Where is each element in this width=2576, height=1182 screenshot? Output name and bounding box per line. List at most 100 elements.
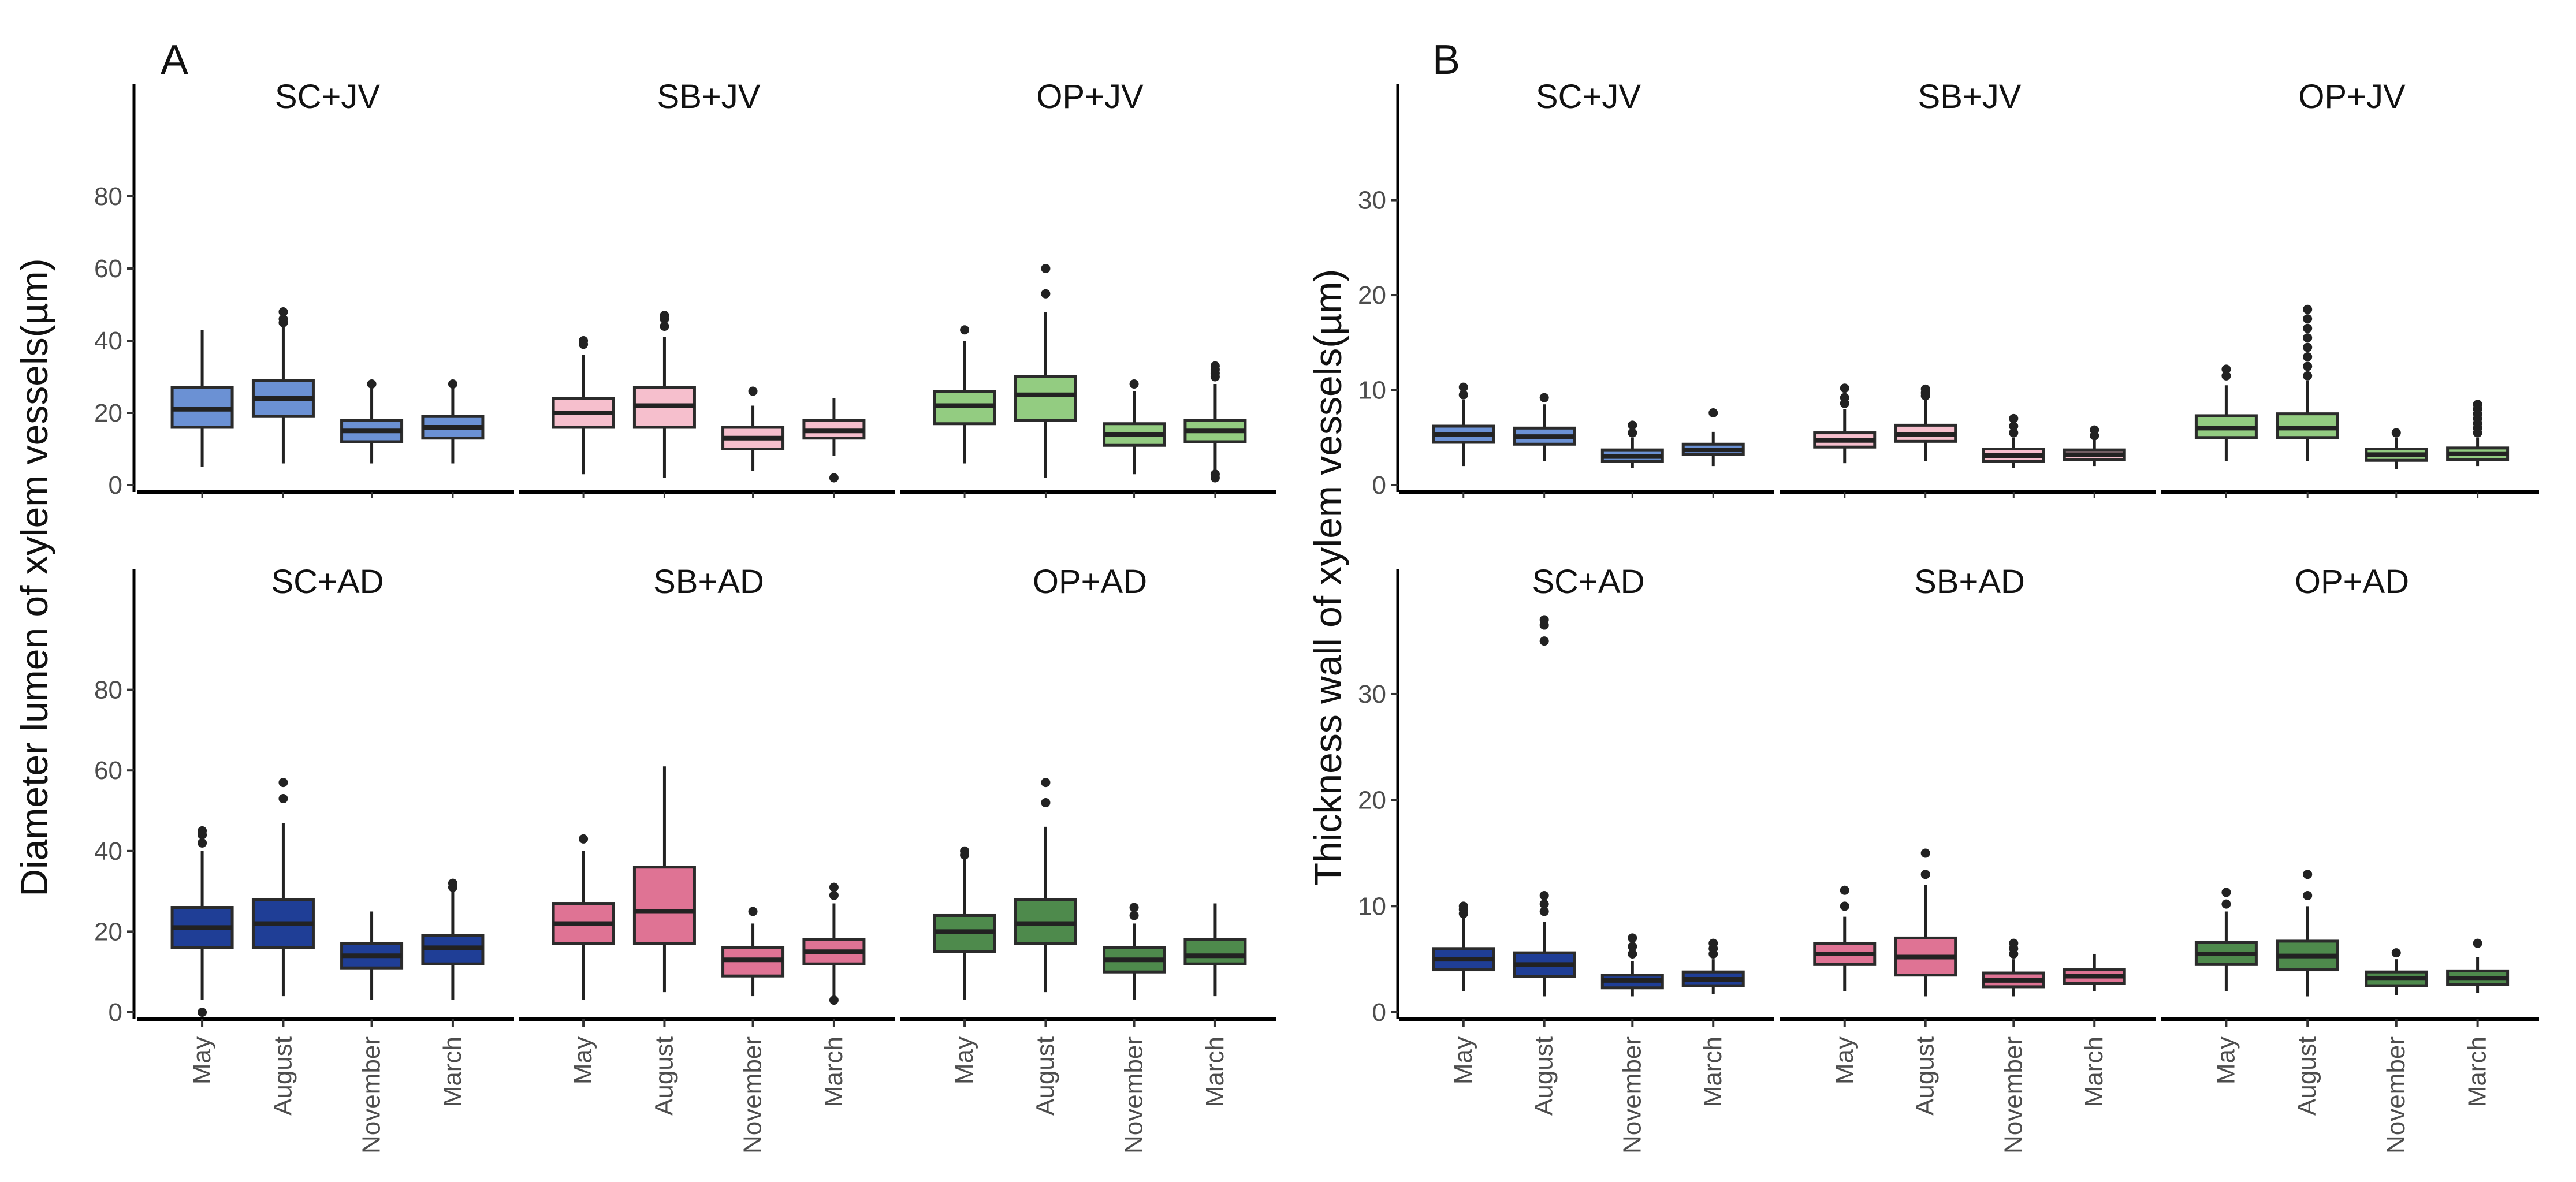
- y-tick-label: 0: [109, 998, 122, 1027]
- box-may: [552, 834, 615, 1001]
- box-november: [1600, 420, 1664, 468]
- chart-A: A Diameter lumen of xylem vessels(µm) 0 20 4…: [13, 37, 1276, 1154]
- box-iqr: [1183, 938, 1247, 965]
- facet-title: SB+AD: [653, 563, 764, 601]
- box-march: [2063, 425, 2126, 467]
- box-august: [251, 307, 315, 464]
- box-august: [1513, 393, 1576, 461]
- outlier-point: [1628, 428, 1637, 438]
- outlier-point: [1628, 933, 1637, 943]
- facet-title: SC+JV: [275, 78, 380, 115]
- outlier-point: [2303, 333, 2313, 343]
- box-iqr: [1014, 375, 1077, 422]
- x-tick-label-august: August: [1911, 1036, 1940, 1116]
- facet-title: OP+AD: [2295, 563, 2409, 601]
- outlier-point: [829, 995, 839, 1005]
- box-august: [1513, 615, 1576, 997]
- outlier-point: [2303, 304, 2313, 314]
- outlier-point: [2391, 428, 2401, 438]
- outlier-point: [1539, 899, 1549, 909]
- outlier-point: [1708, 408, 1718, 417]
- y-tick-label: 40: [94, 837, 122, 866]
- x-tick-label-may: May: [2212, 1036, 2240, 1084]
- x-tick-label-november: November: [739, 1036, 767, 1154]
- y-tick-label: 30: [1358, 680, 1386, 709]
- box-iqr: [2276, 412, 2339, 439]
- box-november: [1103, 379, 1166, 475]
- outlier-point: [1129, 911, 1139, 920]
- y-tick-label: 60: [94, 255, 122, 283]
- outlier-point: [1628, 420, 1637, 430]
- y-axis-title-B: Thickness wall of xylem vessels(µm): [1306, 269, 1349, 886]
- panel-label-B: B: [1432, 37, 1460, 83]
- x-tick-label-march: March: [438, 1036, 467, 1107]
- facet-title: SB+JV: [657, 78, 761, 115]
- box-may: [170, 330, 234, 467]
- x-tick-label-march: March: [2080, 1036, 2108, 1107]
- outlier-point: [1539, 890, 1549, 900]
- outlier-point: [1041, 289, 1051, 299]
- box-may: [2194, 888, 2258, 991]
- y-tick-label: 80: [94, 676, 122, 704]
- outlier-point: [2303, 314, 2313, 324]
- box-november: [340, 911, 404, 1001]
- box-iqr: [632, 866, 696, 945]
- x-tick-label-november: November: [1618, 1036, 1646, 1154]
- outlier-point: [2009, 428, 2019, 438]
- outlier-point: [579, 834, 589, 844]
- outlier-point: [2303, 870, 2313, 879]
- panel-label-A: A: [161, 37, 188, 83]
- box-august: [1014, 778, 1077, 993]
- box-march: [802, 398, 866, 483]
- outlier-point: [1458, 382, 1468, 392]
- outlier-point: [1840, 383, 1849, 393]
- outlier-point: [278, 794, 288, 804]
- outlier-point: [1708, 938, 1718, 948]
- box-march: [802, 882, 866, 1005]
- outlier-point: [748, 386, 758, 396]
- x-tick-label-march: March: [2463, 1036, 2492, 1107]
- box-march: [2446, 400, 2510, 467]
- facet-title: SC+AD: [1532, 563, 1644, 601]
- outlier-point: [2221, 364, 2231, 374]
- x-tick-label-november: November: [2382, 1036, 2410, 1154]
- outlier-point: [579, 336, 589, 345]
- outlier-point: [829, 890, 839, 900]
- x-tick-label-august: August: [650, 1036, 678, 1116]
- y-tick-label: 10: [1358, 376, 1386, 405]
- outlier-point: [960, 325, 970, 335]
- outlier-point: [2391, 948, 2401, 958]
- box-november: [1103, 903, 1166, 1001]
- outlier-point: [2009, 422, 2019, 431]
- box-august: [1894, 384, 1957, 461]
- x-tick-label-march: March: [1699, 1036, 1727, 1107]
- outlier-point: [1041, 798, 1051, 808]
- y-tick-label: 20: [94, 918, 122, 946]
- outlier-point: [2221, 888, 2231, 897]
- outlier-point: [2303, 342, 2313, 352]
- x-tick-label-may: May: [950, 1036, 978, 1084]
- box-march: [1681, 938, 1745, 994]
- outlier-point: [2473, 400, 2482, 409]
- box-may: [1432, 901, 1495, 991]
- box-may: [2194, 364, 2258, 461]
- facet-title: OP+JV: [2298, 78, 2406, 115]
- outlier-point: [198, 838, 207, 848]
- x-tick-label-august: August: [1031, 1036, 1059, 1116]
- x-tick-label-november: November: [1120, 1036, 1148, 1154]
- box-november: [1982, 413, 2045, 468]
- outlier-point: [2473, 938, 2482, 948]
- outlier-point: [448, 379, 457, 389]
- facet-title: SB+AD: [1914, 563, 2025, 601]
- outlier-point: [1628, 949, 1637, 959]
- box-march: [421, 878, 485, 1001]
- outlier-point: [2303, 361, 2313, 371]
- x-tick-label-march: March: [820, 1036, 848, 1107]
- chart-B: B Thickness wall of xylem vessels(µm) 0 10 2…: [1306, 37, 2539, 1154]
- outlier-point: [1210, 361, 1220, 371]
- outlier-point: [1920, 870, 1930, 879]
- y-tick-label: 60: [94, 756, 122, 785]
- outlier-point: [1840, 901, 1849, 911]
